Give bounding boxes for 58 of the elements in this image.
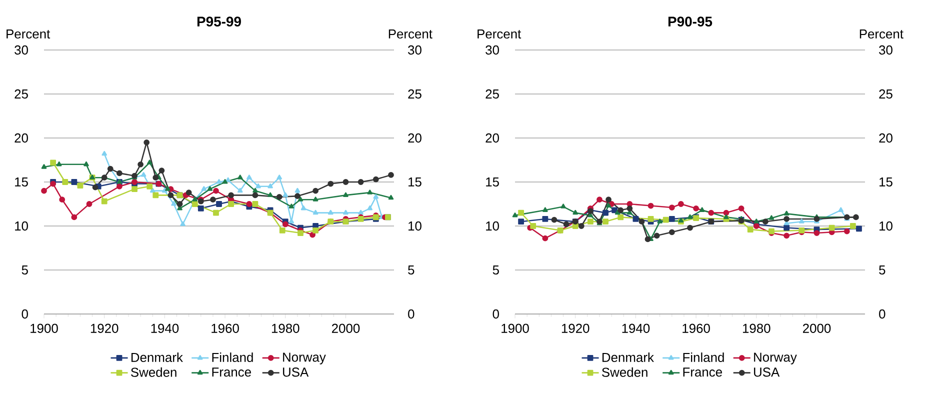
y-axis-title: Percent [6, 30, 50, 39]
y-tick-label: 5 [492, 265, 499, 275]
y2-tick-label: 5 [408, 265, 414, 275]
y2-tick-label: 30 [408, 45, 422, 55]
legend-label: France [212, 368, 251, 377]
y-tick-label: 0 [22, 309, 28, 319]
y-tick-label: 25 [486, 89, 499, 99]
y2-tick-label: 0 [408, 309, 414, 319]
legend-label: USA [283, 368, 309, 377]
x-tick-label: 1960 [682, 324, 710, 333]
y-axis-title: Percent [478, 30, 522, 39]
x-tick-label: 1920 [90, 324, 118, 333]
legend-label: Norway [283, 352, 326, 364]
x-tick-label: 1940 [151, 324, 179, 333]
legend-label: Finland [683, 352, 724, 362]
y2-tick-label: 25 [408, 89, 422, 99]
y-tick-label: 30 [486, 45, 499, 55]
y2-tick-label: 20 [408, 133, 422, 143]
y2-tick-label: 15 [408, 177, 422, 187]
y-tick-label: 20 [14, 133, 28, 143]
y-tick-label: 10 [486, 221, 499, 231]
y-tick-label: 15 [15, 177, 28, 187]
legend-label: Norway [754, 352, 797, 364]
y2-tick-label: 0 [879, 309, 886, 319]
x-tick-label: 2000 [802, 324, 831, 333]
legend-label: Denmark [602, 352, 654, 362]
legend-label: Finland [212, 352, 253, 362]
x-tick-label: 1940 [622, 324, 650, 333]
y2-tick-label: 10 [408, 221, 422, 231]
legend-label: Sweden [602, 367, 648, 377]
legend-label: USA [754, 368, 780, 377]
legend-label: Sweden [131, 367, 176, 377]
y2-tick-label: 10 [880, 221, 892, 231]
y2-tick-label: 15 [880, 177, 892, 187]
y2-axis-title: Percent [860, 30, 904, 39]
x-tick-label: 1960 [212, 324, 239, 333]
y2-tick-label: 20 [879, 133, 892, 143]
y2-tick-label: 25 [879, 89, 892, 99]
x-tick-label: 1920 [562, 324, 590, 333]
y2-tick-label: 30 [879, 45, 892, 55]
y-tick-label: 15 [486, 177, 499, 187]
x-tick-label: 1980 [272, 324, 300, 333]
y-tick-label: 5 [22, 265, 28, 275]
legend-label: France [683, 368, 722, 377]
x-tick-label: 1900 [30, 324, 58, 333]
y-tick-label: 10 [15, 221, 28, 231]
y2-axis-title: Percent [388, 30, 432, 39]
chart-title: P90-95 [668, 16, 712, 27]
y2-tick-label: 5 [879, 265, 886, 275]
chart-title: P95-99 [197, 16, 241, 27]
y-tick-label: 30 [14, 45, 28, 55]
x-tick-label: 2000 [332, 324, 360, 333]
legend-label: Denmark [131, 352, 183, 362]
y-tick-label: 0 [492, 309, 499, 319]
x-tick-label: 1900 [502, 324, 529, 333]
x-tick-label: 1980 [742, 324, 770, 333]
y-tick-label: 20 [486, 133, 499, 143]
y-tick-label: 25 [14, 89, 28, 99]
